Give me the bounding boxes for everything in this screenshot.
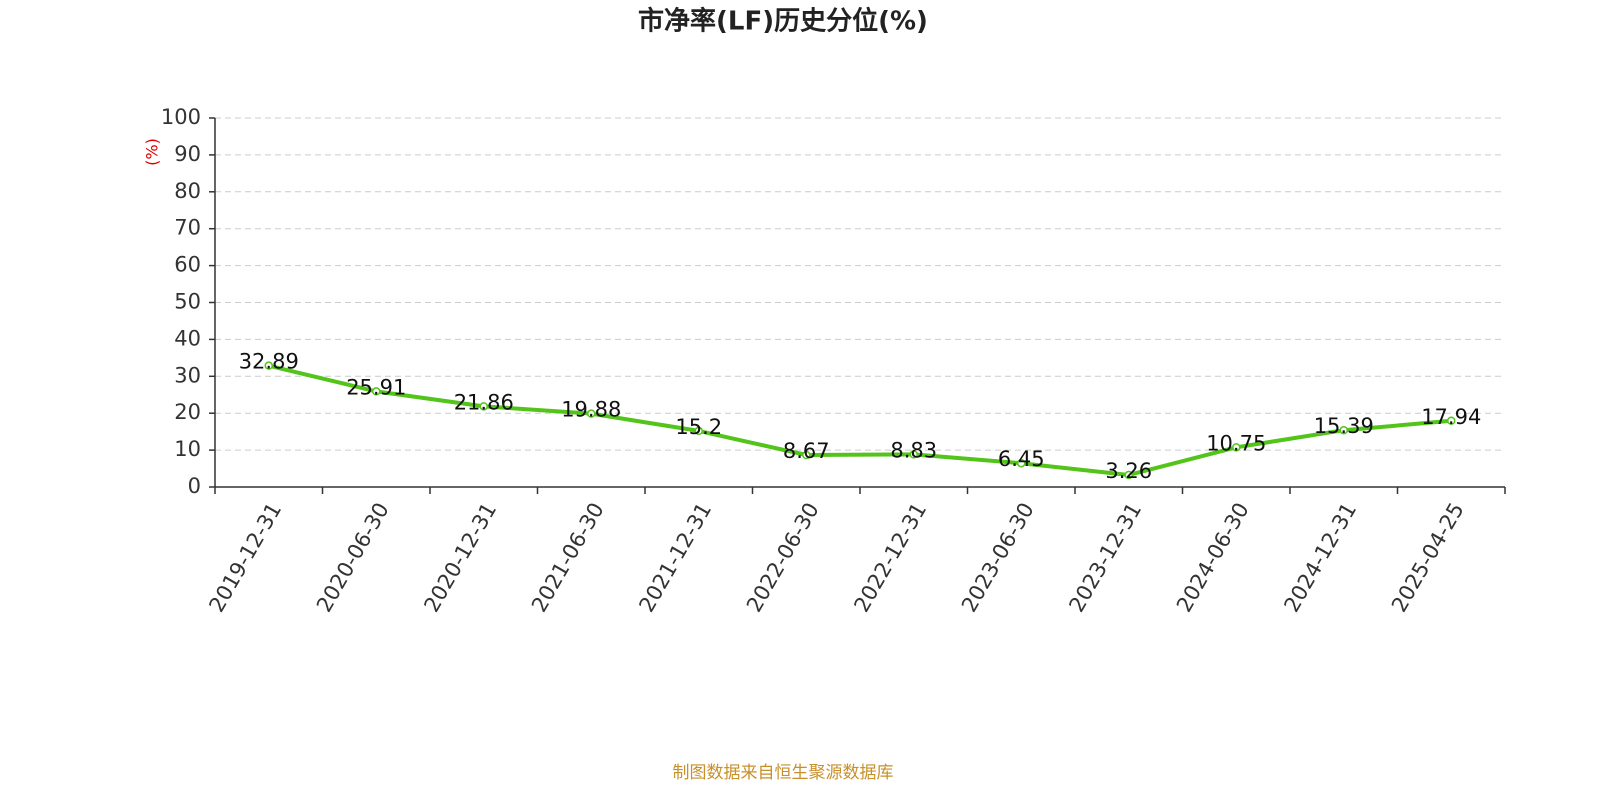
y-tick-label: 10 (174, 437, 201, 461)
point (802, 450, 811, 460)
y-tick-label: 80 (174, 179, 201, 203)
point (264, 361, 273, 370)
y-tick-label: 0 (188, 474, 201, 498)
data-label: 6.45 (998, 447, 1045, 471)
point (1447, 416, 1456, 426)
data-label: 15.39 (1314, 414, 1374, 438)
y-tick-label: 50 (174, 290, 201, 314)
data-label: 3.26 (1105, 459, 1152, 483)
point (909, 450, 918, 459)
data-label: 19.88 (561, 398, 621, 422)
data-label: 8.67 (783, 439, 830, 463)
x-tick-label: 2021-06-30 (527, 499, 609, 617)
x-tick-label: 2020-12-31 (419, 499, 501, 617)
x-tick-label: 2019-12-31 (204, 499, 286, 617)
x-tick-label: 2023-12-31 (1064, 499, 1146, 617)
line (268, 363, 1452, 477)
point (479, 402, 488, 411)
source-note: 制图数据来自恒生聚源数据库 (673, 763, 894, 783)
y-tick-label: 60 (174, 253, 201, 277)
y-tick-label: 30 (174, 363, 201, 387)
y-tick-label: 40 (174, 326, 201, 350)
x-tick-label: 2024-12-31 (1279, 499, 1361, 617)
point (1017, 458, 1026, 468)
data-label: 15.2 (675, 415, 722, 439)
point (1232, 443, 1241, 452)
data-label: 21.86 (454, 390, 514, 414)
data-label: 32.89 (239, 350, 299, 374)
data-label: 10.75 (1206, 431, 1266, 455)
x-tick-label: 2021-12-31 (634, 499, 716, 617)
y-axis-label: (%) (143, 138, 162, 166)
y-tick-label: 100 (161, 105, 201, 129)
chart-title: 市净率(LF)历史分位(%) (638, 6, 928, 37)
y-tick-label: 70 (174, 216, 201, 240)
x-tick-label: 2023-06-30 (957, 499, 1039, 617)
data-label: 17.94 (1421, 405, 1481, 429)
x-tick-label: 2022-06-30 (742, 499, 824, 617)
point (1339, 425, 1348, 435)
x-tick-label: 2025-04-25 (1387, 499, 1469, 617)
x-tick-label: 2024-06-30 (1172, 499, 1254, 617)
point (694, 426, 703, 436)
data-label: 8.83 (890, 438, 937, 462)
point (372, 387, 381, 396)
data-label: 25.91 (346, 375, 406, 399)
point (1124, 470, 1133, 480)
x-tick-label: 2022-12-31 (849, 499, 931, 617)
y-tick-label: 90 (174, 142, 201, 166)
x-tick-label: 2020-06-30 (312, 499, 394, 617)
point (587, 409, 596, 418)
y-tick-label: 20 (174, 400, 201, 424)
